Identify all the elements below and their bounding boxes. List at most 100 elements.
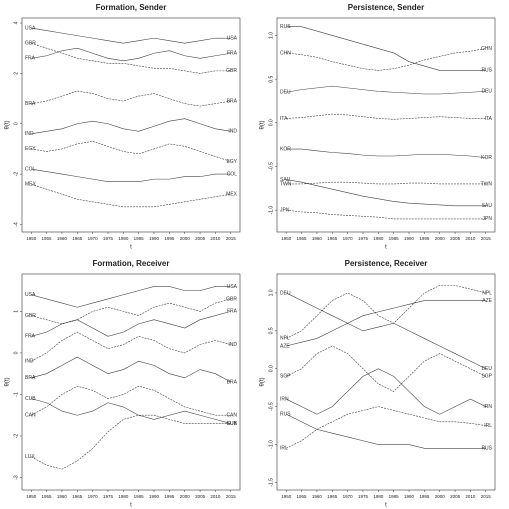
series-label-start: NPL (280, 336, 290, 342)
series-line (286, 345, 486, 392)
series-label-start: DEU (280, 90, 291, 96)
panel-title: Formation, Receiver (93, 259, 170, 268)
series-line (286, 179, 486, 207)
x-tick-label: 1990 (404, 494, 415, 499)
panel: Formation, Sender 1950 1955 1960 1965 1970 197… (5, 3, 241, 251)
series-label-start: GBR (25, 41, 36, 47)
y-tick-label: -1 (13, 392, 19, 397)
series-label-end: SAU (482, 203, 493, 209)
series-label-end: IND (228, 129, 237, 135)
x-tick-label: 1955 (297, 236, 308, 241)
series-label-start: KOR (280, 146, 291, 152)
x-tick-label: 2015 (481, 236, 492, 241)
x-tick-label: 2015 (226, 236, 237, 241)
panel-title: Persistence, Sender (348, 3, 424, 12)
series-label-end: MEX (226, 192, 238, 198)
panel: Formation, Receiver 1950 1955 1960 1965 1970 1… (5, 259, 241, 509)
series-label-start: BRA (25, 101, 36, 107)
y-tick-label: 0.5 (268, 75, 274, 82)
series-label-end: USA (227, 35, 238, 41)
series-line (31, 356, 231, 383)
x-tick-label: 1975 (103, 236, 114, 241)
series-label-start: BRA (25, 375, 36, 381)
plot-frame (21, 17, 241, 233)
series-line (31, 47, 231, 62)
x-tick-label: 2010 (465, 236, 476, 241)
y-tick-label: -1.0 (268, 440, 274, 449)
series-line (286, 406, 486, 449)
series-label-end: RUS (481, 68, 492, 74)
x-tick-label: 1990 (149, 236, 160, 241)
series-label-start: GBR (25, 313, 36, 319)
series-label-end: GBR (226, 68, 237, 74)
series-label-end: FRA (227, 309, 238, 315)
series-label-start: IND (25, 131, 34, 137)
plot-frame (276, 17, 496, 233)
series-label-start: FRA (25, 334, 36, 340)
series-label-start: RUS (280, 24, 291, 30)
x-tick-label: 2000 (435, 236, 446, 241)
x-tick-label: 1950 (281, 494, 292, 499)
x-tick-label: 2000 (180, 236, 191, 241)
series-label-start: USA (25, 25, 36, 31)
y-tick-label: 0 (13, 122, 19, 125)
series-line (286, 209, 486, 220)
series-line (286, 148, 486, 159)
x-tick-label: 1960 (57, 236, 68, 241)
x-axis-label: t (130, 245, 132, 251)
x-tick-label: 1950 (281, 236, 292, 241)
x-tick-label: 1955 (42, 236, 53, 241)
y-tick-label: -2 (13, 172, 19, 177)
x-tick-label: 1970 (343, 236, 354, 241)
series-label-start: USA (25, 292, 36, 298)
x-tick-label: 1960 (312, 236, 323, 241)
series-line (31, 286, 231, 308)
y-tick-label: 0.5 (268, 327, 274, 334)
series-label-end: CUB (226, 421, 237, 427)
y-axis-label: θ(t) (260, 377, 266, 386)
y-tick-label: 1.0 (268, 32, 274, 39)
y-tick-label: 4 (13, 21, 19, 24)
x-tick-label: 1990 (149, 494, 160, 499)
x-tick-label: 1980 (118, 236, 129, 241)
x-tick-label: 1980 (118, 494, 129, 499)
series-label-end: BRA (227, 98, 238, 104)
series-label-end: LUX (227, 421, 237, 427)
x-axis-label: t (385, 245, 387, 251)
series-label-end: IRL (484, 423, 492, 429)
panel: Persistence, Receiver 1950 1955 1960 1965 197… (260, 259, 496, 509)
plot-frame (276, 273, 496, 491)
series-label-start: DEU (280, 290, 291, 296)
x-tick-label: 1995 (419, 236, 430, 241)
x-tick-label: 2010 (210, 494, 221, 499)
series-label-end: DEU (481, 89, 492, 95)
series-label-end: IND (228, 342, 237, 348)
series-label-start: CUB (25, 396, 36, 402)
y-tick-label: 0.0 (268, 365, 274, 372)
series-label-end: BRA (227, 379, 238, 385)
y-tick-label: -0.5 (268, 402, 274, 411)
series-label-start: EGY (25, 146, 36, 152)
x-tick-label: 2015 (481, 494, 492, 499)
x-tick-label: 1975 (103, 494, 114, 499)
series-label-start: SAU (280, 177, 291, 183)
x-tick-label: 2015 (226, 494, 237, 499)
series-line (31, 90, 231, 107)
series-line (286, 285, 486, 339)
series-line (31, 42, 231, 74)
x-tick-label: 1965 (72, 236, 83, 241)
y-tick-label: 1.0 (268, 289, 274, 296)
series-label-end: CAN (226, 413, 237, 419)
x-axis-label: t (130, 503, 132, 509)
series-label-start: JPN (280, 207, 290, 213)
series-line (286, 181, 486, 185)
series-label-start: IRL (280, 446, 288, 452)
y-tick-label: -3 (13, 475, 19, 480)
x-tick-label: 1965 (72, 494, 83, 499)
y-tick-label: -1.5 (268, 478, 274, 487)
x-tick-label: 1950 (26, 236, 37, 241)
series-label-end: GBR (226, 296, 237, 302)
series-label-end: AZE (482, 298, 492, 304)
x-tick-label: 1955 (42, 494, 53, 499)
